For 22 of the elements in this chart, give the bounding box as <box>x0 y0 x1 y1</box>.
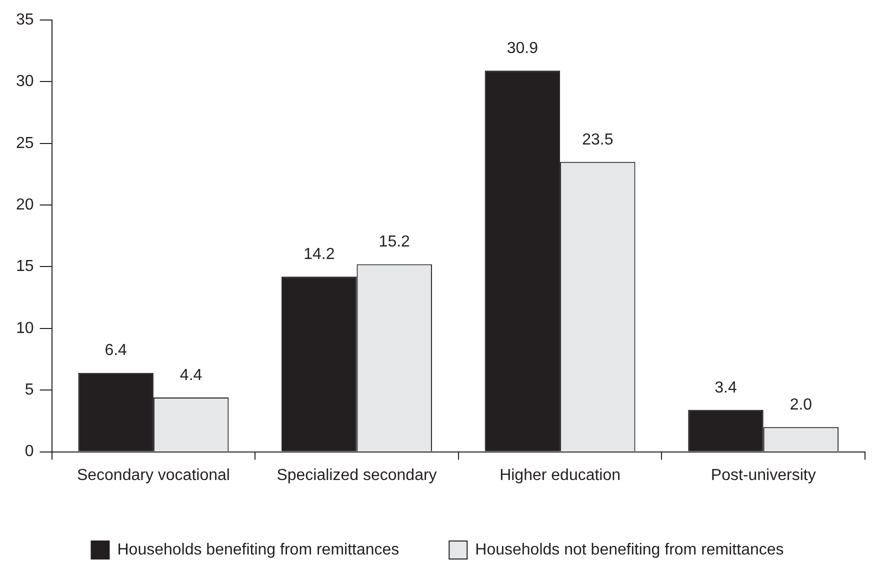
data-label: 2.0 <box>790 396 812 414</box>
y-tick-label: 35 <box>16 11 34 28</box>
x-tick-label: Higher education <box>500 466 621 484</box>
x-tick-label: Post-university <box>710 466 816 484</box>
y-tick-label: 15 <box>16 258 34 276</box>
y-tick-label: 25 <box>16 134 34 152</box>
legend-label: Households not benefiting from remittances <box>475 541 784 558</box>
data-label: 14.2 <box>304 246 335 264</box>
data-label: 3.4 <box>714 379 737 396</box>
y-tick-label: 10 <box>16 320 34 337</box>
legend-label: Households benefiting from remittances <box>117 541 400 558</box>
data-label: 23.5 <box>582 131 614 148</box>
x-tick-label: Secondary vocational <box>76 466 230 484</box>
data-label: 6.4 <box>104 342 128 360</box>
data-label: 4.4 <box>180 366 202 384</box>
x-tick-label: Specialized secondary <box>276 466 437 484</box>
data-label: 15.2 <box>378 234 410 251</box>
y-tick-label: 30 <box>16 73 34 90</box>
y-tick-label: 5 <box>24 382 34 399</box>
data-label: 30.9 <box>506 40 538 57</box>
y-tick-label: 20 <box>16 196 34 214</box>
y-tick-label: 0 <box>24 443 34 460</box>
